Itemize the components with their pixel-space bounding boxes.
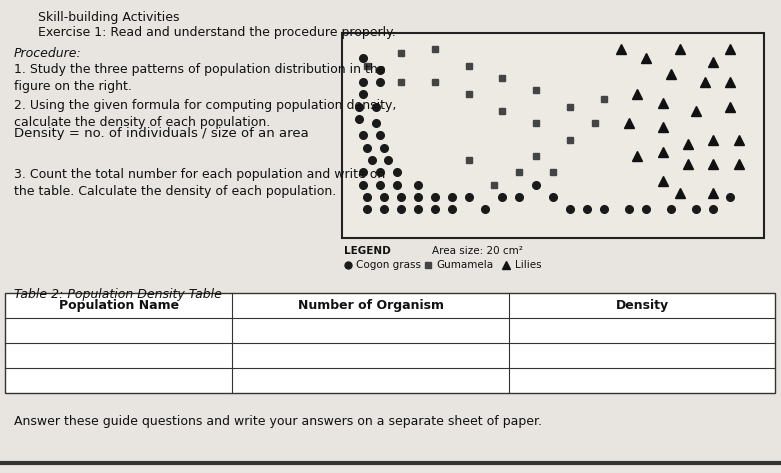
Bar: [5, 293, 775, 393]
Text: Table 2: Population Density Table: Table 2: Population Density Table: [14, 288, 222, 301]
Text: 1. Study the three patterns of population distribution in the
figure on the righ: 1. Study the three patterns of populatio…: [14, 63, 386, 93]
Text: Lilies: Lilies: [515, 260, 542, 270]
Text: Procedure:: Procedure:: [14, 47, 82, 60]
Text: Skill-building Activities: Skill-building Activities: [38, 11, 180, 24]
Bar: [342, 33, 764, 238]
Text: Gumamela: Gumamela: [436, 260, 493, 270]
Text: Number of Organism: Number of Organism: [298, 299, 444, 312]
Text: Population Name: Population Name: [59, 299, 179, 312]
Text: 2. Using the given formula for computing population density,
calculate the densi: 2. Using the given formula for computing…: [14, 99, 397, 129]
Text: LEGEND: LEGEND: [344, 246, 390, 256]
Text: 3. Count the total number for each population and write on
the table. Calculate : 3. Count the total number for each popul…: [14, 168, 385, 198]
Text: Density: Density: [615, 299, 669, 312]
Text: Density = no. of individuals / size of an area: Density = no. of individuals / size of a…: [14, 127, 308, 140]
Text: Exercise 1: Read and understand the procedure properly.: Exercise 1: Read and understand the proc…: [38, 26, 396, 39]
Text: Area size: 20 cm²: Area size: 20 cm²: [432, 246, 522, 256]
Text: Cogon grass: Cogon grass: [356, 260, 421, 270]
Text: Answer these guide questions and write your answers on a separate sheet of paper: Answer these guide questions and write y…: [14, 415, 542, 428]
